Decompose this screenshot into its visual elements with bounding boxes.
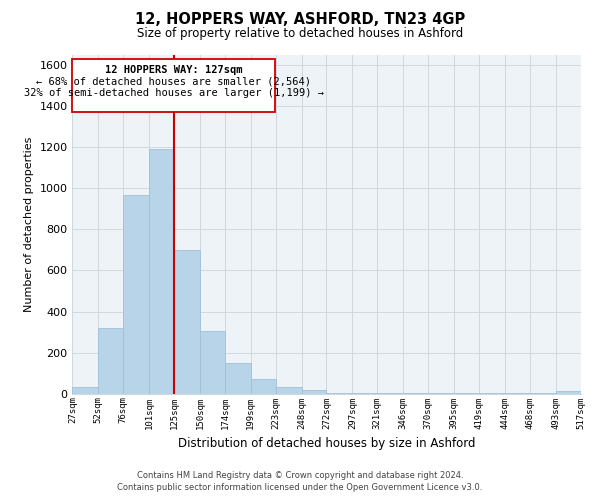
Bar [275, 388, 302, 394]
Text: ← 68% of detached houses are smaller (2,564): ← 68% of detached houses are smaller (2,… [36, 76, 311, 86]
X-axis label: Distribution of detached houses by size in Ashford: Distribution of detached houses by size … [178, 437, 475, 450]
Bar [251, 380, 275, 394]
Bar [225, 363, 251, 394]
Bar [326, 392, 352, 394]
Bar [377, 393, 403, 394]
Bar [149, 150, 174, 394]
Bar [352, 392, 377, 394]
Y-axis label: Number of detached properties: Number of detached properties [24, 136, 34, 312]
Bar [174, 250, 200, 394]
Bar [428, 393, 454, 394]
Text: 12 HOPPERS WAY: 127sqm: 12 HOPPERS WAY: 127sqm [105, 66, 242, 76]
Text: 32% of semi-detached houses are larger (1,199) →: 32% of semi-detached houses are larger (… [23, 88, 323, 98]
Text: Size of property relative to detached houses in Ashford: Size of property relative to detached ho… [137, 28, 463, 40]
Bar [530, 393, 556, 394]
Bar [479, 393, 505, 394]
Bar [73, 59, 275, 112]
Text: 12, HOPPERS WAY, ASHFORD, TN23 4GP: 12, HOPPERS WAY, ASHFORD, TN23 4GP [135, 12, 465, 28]
Bar [123, 194, 149, 394]
Bar [200, 331, 225, 394]
Text: Contains HM Land Registry data © Crown copyright and database right 2024.
Contai: Contains HM Land Registry data © Crown c… [118, 471, 482, 492]
Bar [505, 393, 530, 394]
Bar [73, 388, 98, 394]
Bar [403, 393, 428, 394]
Bar [556, 390, 581, 394]
Bar [302, 390, 326, 394]
Bar [454, 393, 479, 394]
Bar [98, 328, 123, 394]
